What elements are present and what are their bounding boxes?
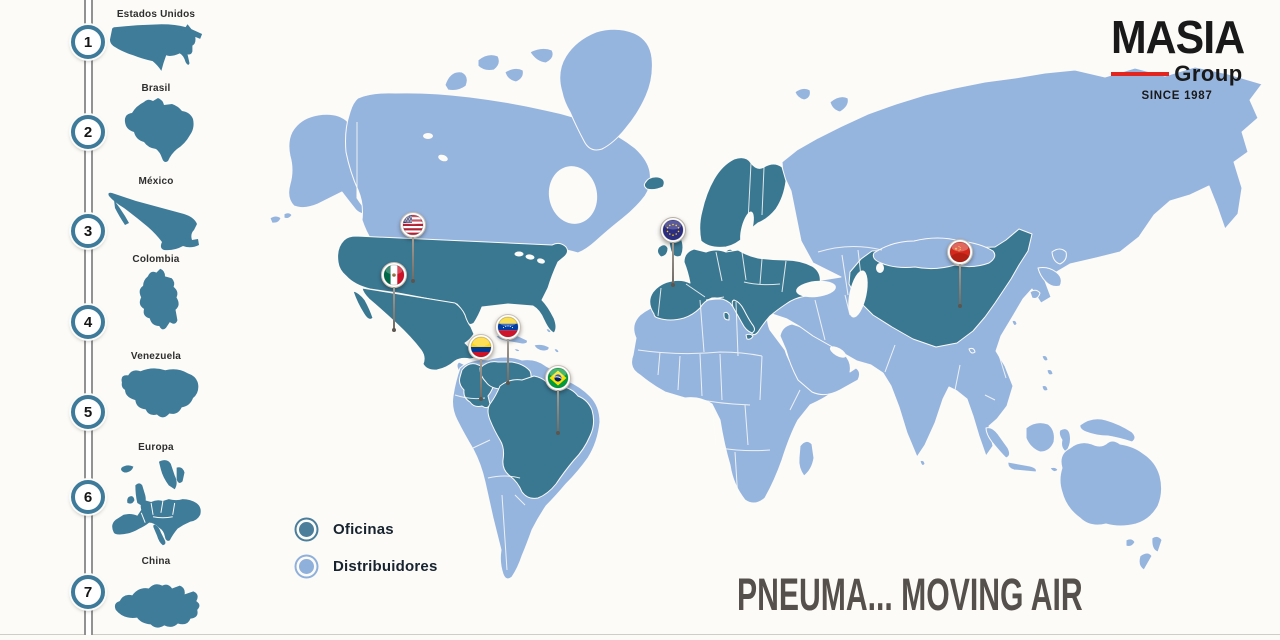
node-number: 7 — [83, 583, 93, 601]
europa-silhouette-icon — [112, 460, 201, 546]
region-iceland — [643, 176, 665, 191]
region-italy — [723, 299, 755, 340]
caspian-sea — [848, 270, 868, 318]
timeline-node-3: 3 — [71, 214, 105, 248]
timeline-node-1: 1 — [71, 25, 105, 59]
region-australia — [1059, 440, 1163, 547]
usa-silhouette-icon — [109, 24, 203, 71]
country-label-usa: Estados Unidos — [116, 9, 196, 20]
map-pin-brazil — [545, 365, 571, 435]
country-label-venezuela: Venezuela — [130, 351, 182, 362]
timeline-node-4: 4 — [71, 305, 105, 339]
china-silhouette-icon — [114, 584, 200, 628]
legend-item-distributors: Distribuidores — [294, 555, 437, 577]
brand-sub: Group — [1174, 61, 1243, 86]
map-pin-mexico — [381, 262, 407, 332]
hudson-bay — [548, 166, 598, 224]
region-new-zealand — [1138, 535, 1163, 571]
sea-of-okhotsk — [1167, 208, 1205, 240]
region-ireland — [656, 244, 669, 258]
map-pin-china — [947, 239, 973, 308]
timeline-node-7: 7 — [71, 575, 105, 609]
brand-name: MASIA — [1110, 11, 1245, 63]
region-madagascar — [798, 440, 815, 477]
region-new-guinea — [1079, 418, 1136, 443]
venezuela-silhouette-icon — [121, 368, 199, 418]
black-sea — [796, 280, 836, 298]
colombia-silhouette-icon — [139, 268, 179, 330]
country-label-brasil: Brasil — [141, 83, 171, 94]
bottom-divider — [0, 634, 1280, 635]
region-africa — [631, 298, 834, 504]
legend-label: Oficinas — [333, 520, 394, 538]
brand-logo: MASIA Group SINCE 1987 — [1106, 14, 1248, 102]
brand-red-line — [1111, 72, 1170, 76]
map-pin-usa — [400, 212, 426, 283]
distributor-marker-icon — [299, 558, 314, 574]
office-marker-icon — [299, 521, 314, 537]
country-label-europa: Europa — [138, 442, 174, 453]
node-number: 2 — [83, 123, 93, 141]
tagline: PNEUMA... MOVING AIR — [737, 569, 1083, 620]
seas-and-lakes — [423, 133, 1205, 358]
region-indonesia — [985, 422, 1071, 473]
timeline-node-6: 6 — [71, 480, 105, 514]
node-number: 6 — [83, 488, 93, 506]
persian-gulf — [829, 346, 847, 358]
map-pin-venezuela — [495, 314, 521, 385]
country-label-china: China — [141, 556, 171, 567]
colombia-flag-icon — [468, 334, 494, 360]
venezuela-flag-icon — [495, 314, 521, 340]
legend-label: Distribuidores — [333, 557, 438, 575]
country-label-colombia: Colombia — [132, 254, 180, 265]
timeline-node-5: 5 — [71, 395, 105, 429]
node-number: 1 — [83, 33, 93, 51]
map-legend: Oficinas Distribuidores — [294, 518, 437, 592]
map-pin-colombia — [468, 334, 494, 401]
node-number: 5 — [83, 403, 93, 421]
brazil-silhouette-icon — [124, 98, 194, 162]
mexico-flag-icon — [381, 262, 407, 288]
node-number: 3 — [83, 222, 93, 240]
country-borders — [356, 122, 1007, 571]
mexico-silhouette-icon — [108, 192, 199, 251]
node-number: 4 — [83, 313, 93, 331]
brazil-flag-icon — [545, 365, 571, 391]
map-pin-europe — [660, 217, 686, 287]
region-japan — [1029, 248, 1067, 299]
brand-since: SINCE 1987 — [1141, 90, 1213, 102]
us-flag-icon — [400, 212, 426, 238]
timeline-node-2: 2 — [71, 115, 105, 149]
region-greenland — [559, 28, 653, 151]
region-mexico — [352, 287, 485, 371]
legend-item-offices: Oficinas — [294, 518, 437, 540]
eu-flag-icon — [660, 217, 686, 243]
country-label-mexico: México — [138, 176, 174, 187]
china-flag-icon — [947, 239, 973, 265]
baltic-sea — [740, 211, 754, 245]
